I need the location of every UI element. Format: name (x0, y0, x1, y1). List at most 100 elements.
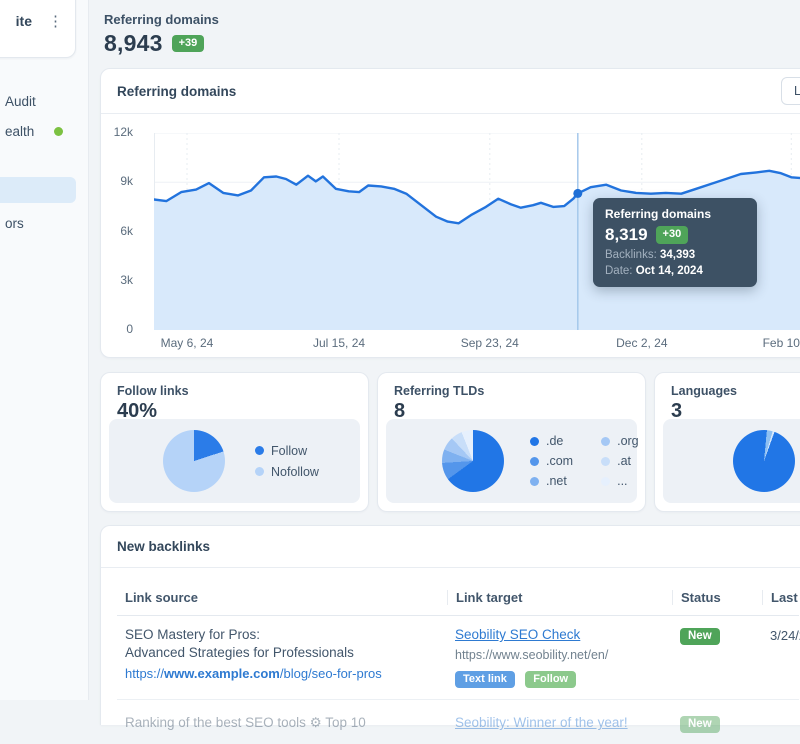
link-target-cell: Seobility SEO Check https://www.seobilit… (447, 626, 672, 688)
y-axis-tick: 3k (120, 272, 133, 287)
sidebar-item-health[interactable]: ealth (0, 122, 76, 140)
source-url-link[interactable]: https://www.example.com/blog/seo-for-pro… (125, 666, 382, 682)
table-row: Ranking of the best SEO tools ⚙ Top 10 S… (117, 700, 799, 744)
health-status-dot (54, 126, 63, 136)
target-page-link[interactable]: Seobility: Winner of the year! (455, 715, 628, 730)
kebab-menu-icon[interactable]: ⋮ (48, 12, 63, 30)
legend-dot (530, 436, 539, 446)
source-title: Ranking of the best SEO tools ⚙ Top 10 (125, 715, 366, 730)
status-cell: New (672, 714, 762, 733)
table-header-row: Link source Link target Status Last chec… (117, 581, 800, 616)
sidebar-item-active[interactable] (0, 177, 76, 203)
card-title: Referring TLDs (394, 384, 485, 398)
legend-item: .net (530, 474, 573, 488)
column-header-last-check: Last check (762, 590, 800, 605)
card-value: 40% (117, 400, 158, 422)
languages-pie-chart (733, 430, 795, 492)
y-axis-tick: 12k (113, 125, 133, 139)
status-cell: New (672, 626, 762, 688)
card-follow-links: Follow links 40% Follow Nofollow (100, 372, 369, 512)
panel-title: Referring domains (117, 83, 237, 99)
status-badge: New (680, 716, 720, 733)
tag-text-link: Text link (455, 671, 515, 688)
legend-label: Follow (271, 443, 308, 458)
card-title: Follow links (117, 384, 189, 398)
link-target-cell: Seobility: Winner of the year! (447, 714, 672, 733)
chart-area[interactable]: 12k 9k 6k 3k 0 May 6, 24 Jul 15, 24 Sep 23, 24… (101, 114, 800, 358)
tooltip-delta-badge: +30 (655, 226, 689, 244)
follow-links-pie-chart (163, 430, 225, 492)
status-badge: New (680, 628, 720, 645)
legend-label: .org (617, 434, 639, 448)
legend-dot (255, 446, 264, 455)
project-name: ite (15, 13, 32, 29)
target-url: https://www.seobility.net/en/ (455, 648, 609, 662)
tooltip-date: Date: Oct 14, 2024 (605, 265, 703, 277)
metric-value: 8,943 (104, 30, 163, 56)
backlinks-table: Link source Link target Status Last chec… (117, 581, 800, 744)
metric-label: Referring domains (104, 12, 219, 27)
referring-domains-panel: Referring domains La 12k 9k 6k 3k 0 May 6, 2… (100, 68, 800, 358)
legend-item: .com (530, 454, 573, 468)
pie-legend: .de .com .net .org .at... (530, 434, 639, 488)
legend-label: .net (546, 474, 567, 488)
page-header: Referring domains 8,943 +39 (104, 12, 219, 57)
sidebar-item-label: ors (5, 215, 24, 231)
tooltip-value: 8,319 (605, 225, 648, 244)
legend-item: ... (601, 474, 639, 488)
x-axis-tick: Dec 2, 24 (616, 336, 668, 350)
x-axis-tick: Feb 10, 25 (762, 336, 800, 350)
referring-tlds-pie-chart (442, 430, 504, 492)
metric-delta-badge: +39 (171, 34, 205, 53)
card-languages: Languages 3 (654, 372, 800, 512)
legend-label: ... (617, 474, 628, 488)
chart-tooltip: Referring domains 8,319 +30 Backlinks: 3… (593, 198, 757, 287)
legend-item: Follow (255, 444, 319, 458)
legend-item: Nofollow (255, 465, 319, 479)
sidebar-item-competitors[interactable]: ors (0, 214, 76, 232)
legend-label: .com (546, 454, 574, 468)
project-selector[interactable]: ite ⋮ (0, 0, 76, 58)
last-check-cell: 3/24/25 (770, 628, 800, 643)
legend-item: .org (601, 434, 639, 448)
card-value: 8 (394, 400, 406, 422)
legend-dot (530, 476, 539, 486)
x-axis-tick: Jul 15, 24 (313, 336, 366, 350)
panel-title: New backlinks (117, 539, 211, 554)
tooltip-title: Referring domains (605, 207, 712, 221)
chart-x-axis: May 6, 24 Jul 15, 24 Sep 23, 24 Dec 2, 24 Fe… (154, 336, 800, 352)
sidebar-item-audit[interactable]: Audit (0, 92, 76, 110)
x-axis-tick: Sep 23, 24 (460, 336, 519, 350)
y-axis-tick: 6k (120, 223, 133, 238)
tooltip-backlinks: Backlinks: 34,393 (605, 249, 696, 261)
y-axis-tick: 0 (126, 322, 133, 336)
legend-label: .de (546, 434, 564, 448)
target-page-link[interactable]: Seobility SEO Check (455, 627, 581, 642)
card-title: Languages (671, 384, 737, 398)
source-title: SEO Mastery for Pros: Advanced Strategie… (125, 627, 354, 661)
card-referring-tlds: Referring TLDs 8 .de .com .net .org .at... (377, 372, 646, 512)
legend-dot (255, 467, 264, 476)
column-header-link-source: Link source (125, 590, 198, 605)
column-header-link-target: Link target (447, 590, 672, 605)
legend-label: Nofollow (271, 464, 319, 479)
card-value: 3 (671, 400, 683, 422)
column-header-status: Status (672, 590, 762, 605)
y-axis-tick: 9k (120, 174, 133, 189)
tag-follow: Follow (525, 671, 577, 688)
sidebar: ite ⋮ Audit ealth ors (0, 0, 89, 700)
legend-dot (601, 476, 611, 486)
legend-item: .at (601, 454, 639, 468)
sidebar-item-label: Audit (5, 93, 36, 109)
link-source-cell: Ranking of the best SEO tools ⚙ Top 10 (117, 714, 447, 733)
legend-label: .at (617, 454, 631, 468)
legend-dot (601, 436, 611, 446)
new-backlinks-panel: New backlinks Link source Link target St… (100, 525, 800, 733)
date-range-button[interactable]: La (781, 77, 800, 105)
x-axis-tick: May 6, 24 (160, 336, 214, 350)
pie-legend: Follow Nofollow (255, 444, 319, 479)
table-row: SEO Mastery for Pros: Advanced Strategie… (117, 616, 800, 700)
legend-dot (601, 456, 611, 466)
legend-dot (530, 456, 539, 466)
